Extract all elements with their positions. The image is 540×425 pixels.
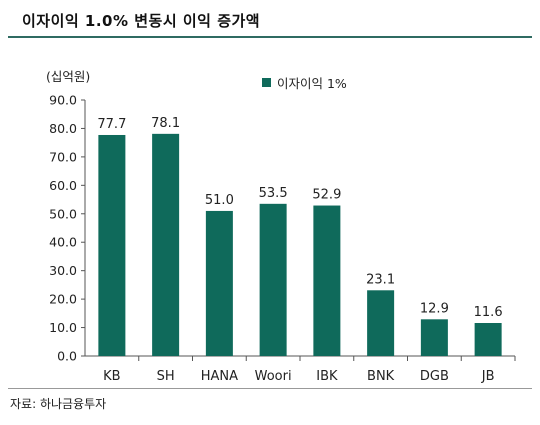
title-divider [8, 36, 532, 38]
bar [367, 290, 395, 356]
bar [474, 323, 502, 356]
chart-title: 이자이익 1.0% 변동시 이익 증가액 [22, 12, 261, 30]
y-tick-label: 10.0 [49, 320, 77, 335]
y-tick-label: 30.0 [49, 263, 77, 278]
y-tick-label: 40.0 [49, 235, 77, 250]
x-tick-label: BNK [367, 369, 395, 384]
bar [98, 134, 126, 356]
bar [420, 319, 448, 356]
legend: 이자이익 1% [262, 73, 347, 92]
legend-label: 이자이익 1% [277, 76, 347, 91]
bar [313, 205, 341, 356]
y-tick-label: 0.0 [57, 349, 77, 364]
legend-swatch [262, 78, 271, 87]
y-tick-label: 90.0 [49, 93, 77, 108]
x-tick-label: JB [481, 369, 495, 384]
x-tick-label: HANA [201, 369, 238, 384]
bar [205, 210, 233, 356]
bar-value-label: 23.1 [366, 272, 395, 287]
y-tick-label: 70.0 [49, 149, 77, 164]
y-tick-label: 60.0 [49, 178, 77, 193]
source-note: 자료: 하나금융투자 [10, 397, 107, 411]
y-tick-label: 50.0 [49, 206, 77, 221]
bar-value-label: 78.1 [151, 116, 180, 131]
unit-label: (십억원) [46, 69, 91, 84]
bar [152, 133, 180, 356]
bar-value-label: 11.6 [474, 305, 503, 320]
y-tick-label: 20.0 [49, 292, 77, 307]
bar-value-label: 53.5 [259, 186, 288, 201]
bar-value-label: 51.0 [205, 193, 234, 208]
bar [259, 203, 287, 356]
x-tick-label: SH [157, 369, 175, 384]
footer-divider [8, 388, 532, 389]
x-tick-label: KB [103, 369, 120, 384]
x-tick-label: DGB [420, 369, 449, 384]
x-tick-label: Woori [255, 369, 292, 384]
x-tick-label: IBK [316, 369, 338, 384]
y-tick-label: 80.0 [49, 121, 77, 136]
bar-value-label: 52.9 [312, 188, 341, 203]
bar-value-label: 12.9 [420, 301, 449, 316]
bar-value-label: 77.7 [97, 117, 126, 132]
